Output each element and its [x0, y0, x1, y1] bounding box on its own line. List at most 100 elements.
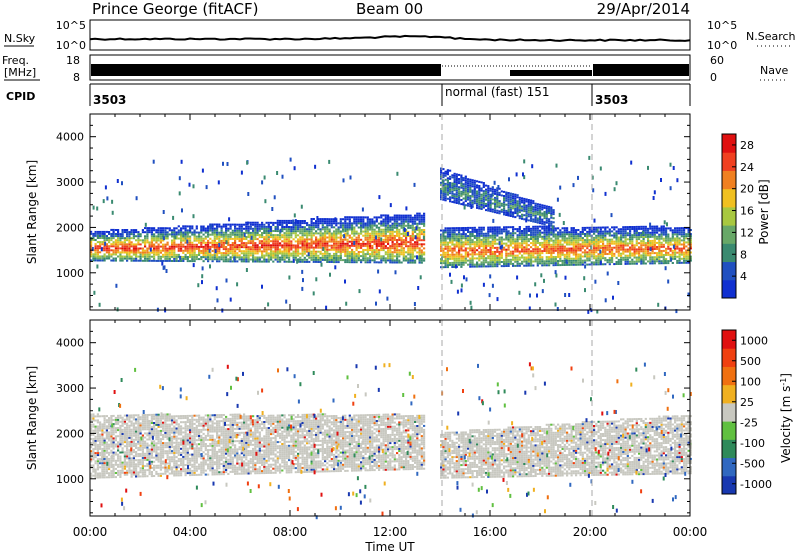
heatmap-cell [482, 236, 485, 239]
heatmap-cell [184, 241, 187, 244]
heatmap-cell [534, 208, 537, 211]
heatmap-cell [274, 234, 277, 237]
heatmap-cell [310, 232, 313, 235]
heatmap-cell [467, 194, 470, 197]
heatmap-cell [247, 256, 250, 259]
heatmap-cell [561, 264, 564, 266]
heatmap-cell [543, 225, 546, 228]
heatmap-cell [487, 195, 490, 198]
heatmap-cell [674, 251, 677, 254]
heatmap-cell [491, 228, 494, 231]
heatmap-cell [135, 257, 138, 260]
heatmap-cell [552, 251, 555, 254]
heatmap-cell [254, 258, 257, 261]
heatmap-cell [552, 243, 555, 246]
heatmap-cell [674, 229, 677, 232]
heatmap-cell [527, 262, 530, 265]
heatmap-cell [211, 254, 214, 257]
heatmap-cell [536, 256, 539, 259]
heatmap-cell [606, 248, 609, 251]
heatmap-cell [608, 242, 611, 245]
heatmap-cell [220, 227, 223, 230]
heatmap-cell [366, 236, 369, 239]
heatmap-cell [440, 245, 443, 248]
heatmap-cell [346, 232, 349, 235]
heatmap-cell [283, 219, 286, 222]
heatmap-cell [624, 248, 627, 251]
heatmap-cell [423, 212, 426, 215]
heatmap-cell [577, 237, 580, 240]
heatmap-cell [119, 233, 122, 236]
heatmap-cell [552, 245, 555, 248]
heatmap-cell [220, 225, 223, 228]
heatmap-cell [144, 241, 147, 244]
heatmap-cell [211, 250, 214, 252]
heatmap-cell [306, 228, 309, 231]
heatmap-cell [256, 232, 259, 234]
heatmap-cell [446, 251, 449, 254]
heatmap-cell [416, 222, 419, 225]
heatmap-cell [467, 184, 470, 187]
heatmap-cell [198, 247, 201, 250]
heatmap-cell [366, 240, 369, 243]
heatmap-cell [301, 228, 304, 231]
heatmap-cell [222, 231, 225, 234]
heatmap-cell [293, 213, 296, 218]
heatmap-cell [534, 214, 537, 217]
heatmap-cell [469, 243, 472, 246]
heatmap-cell [552, 247, 555, 250]
heatmap-cell [220, 235, 223, 238]
heatmap-cell [312, 258, 315, 261]
heatmap-cell [638, 260, 641, 263]
heatmap-cell [581, 241, 584, 244]
heatmap-cell [514, 228, 517, 231]
heatmap-cell [678, 227, 681, 230]
heatmap-cell [503, 213, 506, 216]
heatmap-cell [671, 235, 674, 238]
heatmap-cell [312, 260, 315, 263]
heatmap-cell [620, 234, 623, 237]
heatmap-cell [281, 224, 284, 226]
heatmap-cell [285, 246, 288, 249]
heatmap-cell [440, 239, 443, 242]
heatmap-cell [554, 249, 557, 252]
heatmap-cell [416, 241, 419, 244]
heatmap-cell [360, 261, 363, 264]
heatmap-cell [494, 211, 497, 214]
heatmap-cell [485, 242, 488, 245]
heatmap-cell [642, 240, 645, 243]
heatmap-cell [148, 245, 151, 248]
heatmap-cell [265, 234, 268, 237]
heatmap-cell [411, 255, 414, 258]
heatmap-cell [166, 255, 169, 258]
heatmap-cell [375, 261, 378, 264]
heatmap-cell [288, 252, 291, 255]
heatmap-cell [539, 254, 542, 257]
heatmap-cell [380, 247, 383, 250]
heatmap-cell [496, 234, 499, 237]
heatmap-cell [177, 247, 180, 250]
heatmap-cell [658, 239, 661, 242]
heatmap-cell [274, 258, 277, 261]
heatmap-cell [108, 257, 111, 260]
heatmap-cell [482, 251, 485, 254]
heatmap-cell [480, 187, 483, 190]
heatmap-cell [631, 244, 634, 247]
heatmap-cell [301, 220, 304, 222]
heatmap-cell [581, 237, 584, 240]
heatmap-cell [144, 249, 147, 252]
heatmap-cell [449, 175, 452, 178]
heatmap-cell [494, 188, 497, 191]
heatmap-cell [467, 196, 470, 199]
heatmap-cell [351, 257, 354, 260]
heatmap-cell [563, 245, 566, 248]
heatmap-cell [464, 249, 467, 252]
heatmap-cell [246, 160, 249, 165]
heatmap-cell [649, 227, 652, 230]
heatmap-cell [393, 224, 396, 227]
heatmap-cell [162, 253, 165, 256]
heatmap-cell [512, 232, 515, 235]
heatmap-cell [157, 233, 160, 236]
heatmap-cell [189, 227, 192, 230]
heatmap-cell [398, 230, 401, 233]
